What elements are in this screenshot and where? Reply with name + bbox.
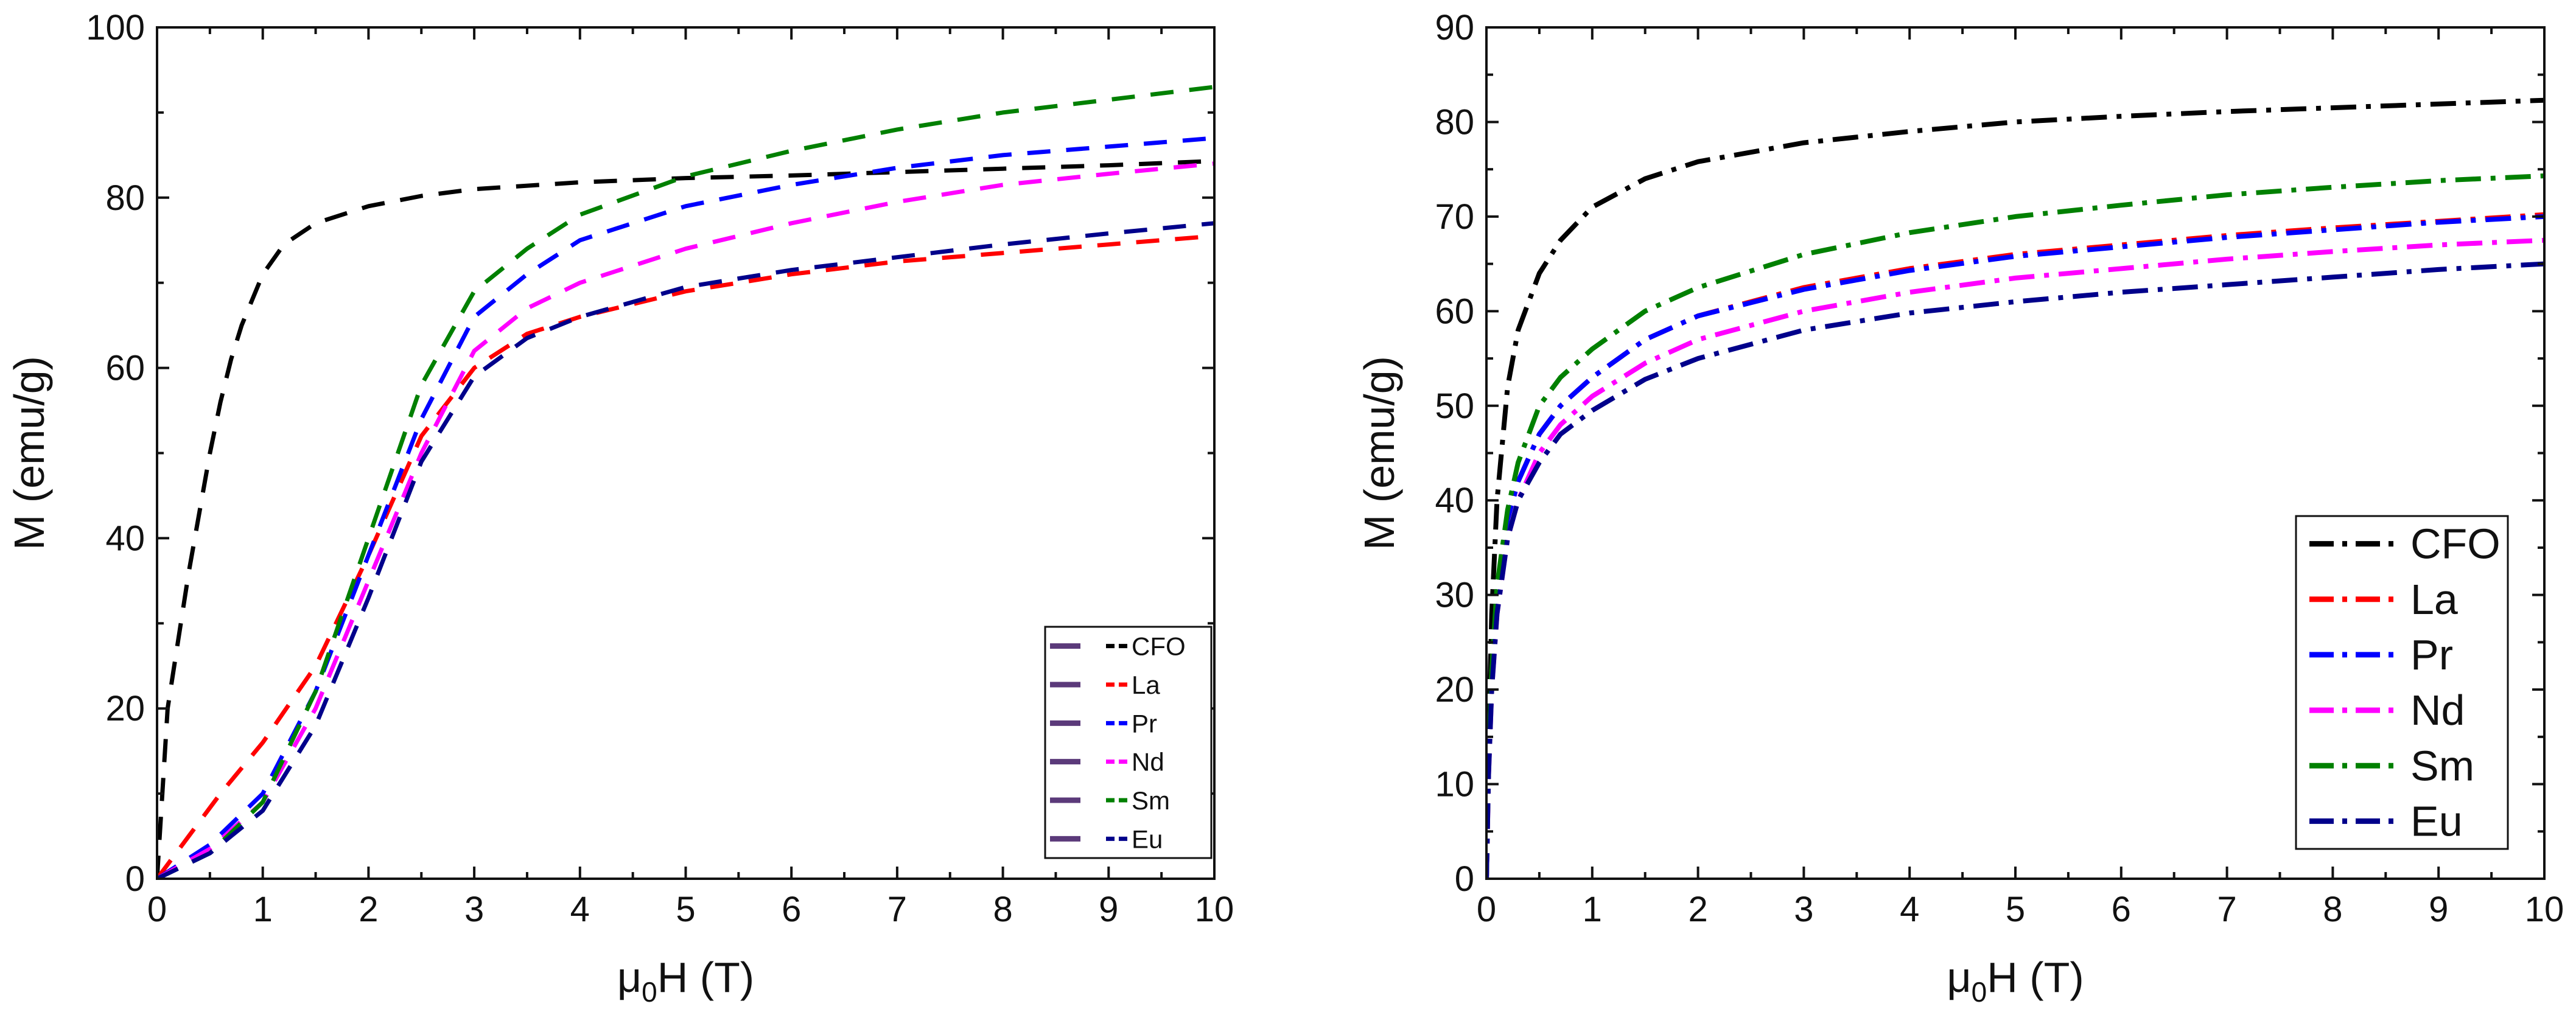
- legend-box: [1044, 626, 1213, 859]
- x-tick-label: 5: [2006, 890, 2025, 929]
- x-tick-label: 7: [2217, 890, 2236, 929]
- x-tick-label: 9: [2429, 890, 2448, 929]
- x-tick-label: 0: [1477, 890, 1496, 929]
- x-tick-label: 10: [1195, 890, 1234, 929]
- x-tick-label: 1: [253, 890, 273, 929]
- y-tick-label: 30: [1435, 576, 1474, 615]
- x-tick-label: 8: [993, 890, 1012, 929]
- series-line-la: [157, 234, 1214, 879]
- y-tick-label: 20: [105, 689, 145, 728]
- legend-label-nd: Nd: [1132, 748, 1164, 776]
- y-tick-label: 80: [105, 178, 145, 218]
- x-tick-label: 0: [147, 890, 167, 929]
- x-tick-label: 3: [1794, 890, 1813, 929]
- y-tick-label: 0: [1455, 859, 1474, 899]
- series-line-cfo: [157, 159, 1214, 879]
- legend: CFO La Pr Nd Sm Eu: [2295, 515, 2509, 850]
- series-line-nd: [157, 161, 1214, 879]
- x-tick-label: 4: [570, 890, 590, 929]
- legend-label-sm: Sm: [1132, 786, 1170, 815]
- y-axis-title: M (emu/g): [5, 356, 53, 550]
- x-tick-label: 2: [1688, 890, 1707, 929]
- y-tick-label: 80: [1435, 102, 1474, 142]
- x-tick-label: 1: [1583, 890, 1602, 929]
- legend-label-pr: Pr: [2410, 631, 2453, 679]
- y-tick-label: 60: [1435, 291, 1474, 331]
- legend-label-cfo: CFO: [2410, 520, 2501, 568]
- x-tick-label: 5: [676, 890, 695, 929]
- series-line-cfo: [1486, 97, 2544, 879]
- x-tick-label: 4: [1900, 890, 1919, 929]
- x-axis-title: μ0H (T): [1947, 954, 2084, 1008]
- y-tick-label: 60: [105, 349, 145, 388]
- legend-label-nd: Nd: [2410, 686, 2465, 734]
- series-group: [1486, 97, 2544, 879]
- series-line-eu: [157, 221, 1214, 879]
- right-chart-panel: 0 1 2 3 4 5 6 7 8 9 10 0 10 20 30 40 50 60 70 80 90 μ0H (T) M …: [1356, 8, 2564, 1008]
- y-tick-label: 10: [1435, 765, 1474, 804]
- x-tick-label: 6: [2112, 890, 2131, 929]
- y-tick-label: 0: [125, 859, 145, 899]
- x-tick-label: 10: [2525, 890, 2564, 929]
- series-group: [157, 85, 1214, 879]
- series-line-sm: [157, 85, 1214, 879]
- y-axis-title: M (emu/g): [1356, 356, 1403, 550]
- series-line-pr: [157, 136, 1214, 879]
- y-tick-label: 40: [1435, 481, 1474, 520]
- y-tick-label: 100: [86, 8, 145, 47]
- y-tick-label: 90: [1435, 8, 1474, 47]
- series-line-sm: [1486, 173, 2544, 879]
- legend-label-la: La: [2410, 576, 2458, 623]
- legend-label-cfo: CFO: [1132, 632, 1186, 661]
- legend-label-la: La: [1132, 671, 1160, 699]
- legend-label-eu: Eu: [1132, 825, 1163, 853]
- y-tick-label: 40: [105, 518, 145, 558]
- legend-label-eu: Eu: [2410, 797, 2463, 845]
- y-tick-label: 20: [1435, 670, 1474, 710]
- legend-label-pr: Pr: [1132, 709, 1157, 738]
- legend-label-sm: Sm: [2410, 742, 2474, 789]
- y-tick-label: 70: [1435, 197, 1474, 237]
- legend: CFO La Pr Nd Sm Eu: [1044, 626, 1213, 859]
- x-tick-label: 9: [1099, 890, 1118, 929]
- x-tick-label: 8: [2323, 890, 2342, 929]
- x-tick-label: 2: [359, 890, 378, 929]
- x-tick-label: 6: [782, 890, 801, 929]
- series-line-eu: [1486, 261, 2544, 879]
- x-axis-title: μ0H (T): [617, 954, 754, 1008]
- legend-box: [2295, 515, 2509, 850]
- y-tick-label: 50: [1435, 386, 1474, 426]
- x-tick-label: 3: [464, 890, 484, 929]
- x-tick-label: 7: [887, 890, 907, 929]
